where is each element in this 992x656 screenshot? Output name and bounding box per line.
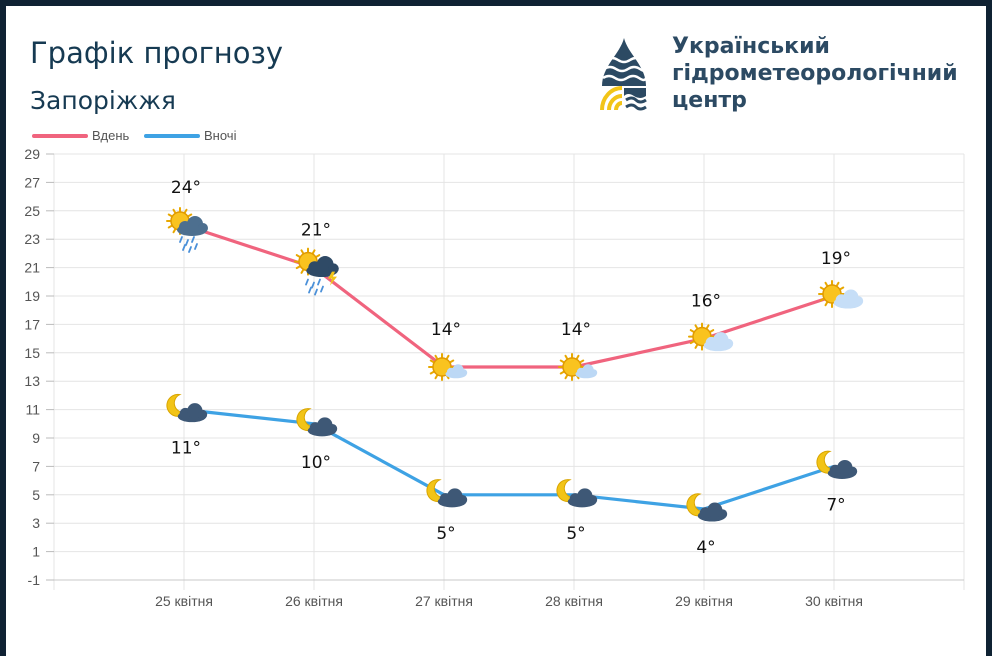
y-tick-label: 19 xyxy=(24,288,40,304)
sun-cloud-icon xyxy=(818,280,864,309)
y-tick-label: -1 xyxy=(28,572,41,588)
sun-light-cloud-icon xyxy=(428,353,468,381)
night-temperature-label: 11° xyxy=(171,439,201,459)
y-tick-label: 15 xyxy=(24,345,40,361)
night-temperature-label: 4° xyxy=(696,538,715,558)
day-temperature-label: 19° xyxy=(821,249,851,269)
night-temperature-label: 5° xyxy=(566,524,585,544)
x-tick-label: 28 квітня xyxy=(545,593,603,609)
day-temperature-label: 16° xyxy=(691,292,721,312)
day-series-line xyxy=(183,223,835,369)
legend-swatch-day xyxy=(32,134,88,138)
y-tick-label: 27 xyxy=(24,174,40,190)
hydromet-logo-icon xyxy=(600,38,648,111)
moon-cloud-icon xyxy=(426,479,468,508)
y-tick-label: 7 xyxy=(32,458,40,474)
page-title: Графік прогнозу xyxy=(30,36,284,70)
x-tick-label: 26 квітня xyxy=(285,593,343,609)
organization-line-3: центр xyxy=(672,88,747,113)
x-tick-label: 25 квітня xyxy=(155,593,213,609)
forecast-card: Графік прогнозу Запоріжжя Український гі… xyxy=(6,6,986,656)
night-temperature-label: 7° xyxy=(826,495,845,515)
y-tick-label: 9 xyxy=(32,430,40,446)
moon-cloud-icon xyxy=(686,493,728,522)
y-tick-label: 23 xyxy=(24,231,40,247)
sun-cloud-rain-icon xyxy=(166,207,208,253)
y-tick-label: 25 xyxy=(24,203,40,219)
sun-light-cloud-icon xyxy=(558,353,598,381)
legend-swatch-night xyxy=(144,134,200,138)
organization-line-1: Український xyxy=(672,34,830,59)
sun-cloud-icon xyxy=(688,322,734,352)
organization-line-2: гідрометеорологічний xyxy=(672,61,958,86)
night-temperature-label: 5° xyxy=(436,524,455,544)
sun-storm-rain-icon xyxy=(294,247,339,296)
day-temperature-label: 14° xyxy=(431,320,461,340)
moon-cloud-icon xyxy=(166,393,208,423)
y-tick-label: 1 xyxy=(32,544,40,560)
y-tick-label: 11 xyxy=(25,402,40,418)
city-name: Запоріжжя xyxy=(30,86,176,115)
x-tick-label: 29 квітня xyxy=(675,593,733,609)
night-temperature-label: 10° xyxy=(301,453,331,473)
y-tick-label: 17 xyxy=(24,316,40,332)
y-tick-label: 5 xyxy=(32,487,40,503)
legend-label-day: Вдень xyxy=(92,128,130,143)
day-temperature-label: 24° xyxy=(171,178,201,198)
legend-label-night: Вночі xyxy=(204,128,237,143)
organization-name: Український гідрометеорологічний центр xyxy=(672,33,958,114)
moon-cloud-icon xyxy=(556,479,598,508)
y-tick-label: 13 xyxy=(24,373,40,389)
night-series-line xyxy=(183,408,835,511)
y-tick-label: 21 xyxy=(24,260,40,276)
moon-cloud-icon xyxy=(296,408,338,437)
day-temperature-label: 21° xyxy=(301,221,331,241)
day-temperature-label: 14° xyxy=(561,320,591,340)
y-tick-label: 29 xyxy=(24,146,40,162)
x-tick-label: 27 квітня xyxy=(415,593,473,609)
y-tick-label: 3 xyxy=(32,515,40,531)
x-tick-label: 30 квітня xyxy=(805,593,863,609)
moon-cloud-icon xyxy=(816,450,858,479)
